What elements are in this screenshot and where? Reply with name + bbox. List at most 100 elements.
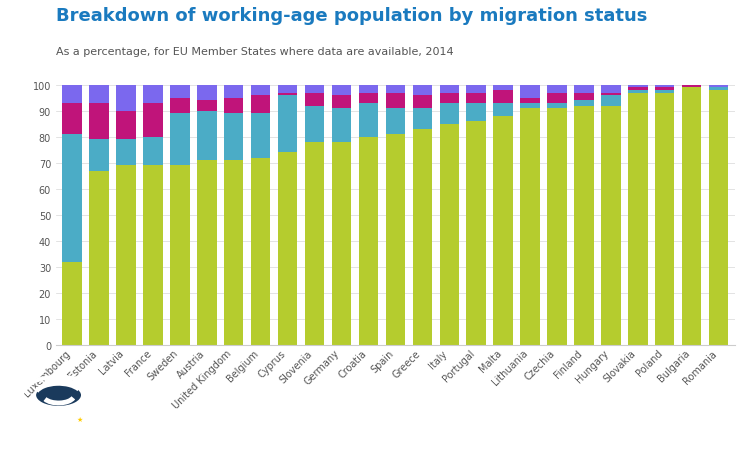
Bar (332, 96, 351, 109)
Bar (332, 143, 351, 345)
Text: Note: No data for Denmark, Ireland and the Netherlands.: Note: No data for Denmark, Ireland and t… (448, 394, 745, 404)
Bar (628, 88, 648, 91)
Bar (359, 104, 378, 138)
Bar (628, 93, 648, 345)
Bar (601, 93, 621, 96)
Bar (413, 86, 432, 96)
Bar (521, 86, 540, 99)
Bar (143, 138, 163, 166)
Bar (466, 86, 486, 93)
Bar (466, 104, 486, 122)
Bar (305, 143, 325, 345)
Bar (305, 106, 325, 143)
Bar (90, 140, 109, 171)
Text: ★: ★ (77, 416, 83, 422)
Bar (466, 93, 486, 104)
Bar (709, 88, 728, 91)
Bar (439, 86, 459, 93)
Bar (493, 117, 513, 345)
Bar (521, 109, 540, 345)
Bar (359, 138, 378, 345)
Bar (574, 106, 594, 345)
Bar (548, 86, 567, 93)
Bar (197, 101, 216, 112)
Bar (116, 86, 136, 112)
Bar (709, 91, 728, 345)
Bar (116, 112, 136, 140)
Bar (493, 91, 513, 104)
Bar (143, 166, 163, 345)
Bar (224, 99, 243, 114)
Bar (493, 104, 513, 117)
Text: Source: Eurostat, lfso_14pcobp, extracted 13 May 2019: Source: Eurostat, lfso_14pcobp, extracte… (448, 416, 737, 427)
Bar (305, 86, 325, 93)
Bar (548, 109, 567, 345)
Bar (251, 158, 270, 345)
Bar (386, 135, 405, 345)
Text: Eurofound: Eurofound (36, 428, 101, 438)
Bar (278, 153, 298, 345)
Bar (359, 93, 378, 104)
Bar (63, 104, 82, 135)
Bar (63, 135, 82, 262)
Bar (682, 86, 701, 88)
Bar (574, 101, 594, 106)
Bar (493, 86, 513, 91)
Bar (90, 86, 109, 104)
Bar (628, 91, 648, 93)
Bar (63, 86, 82, 104)
Bar (224, 161, 243, 345)
Bar (386, 109, 405, 135)
Bar (224, 86, 243, 99)
Bar (278, 86, 298, 93)
Bar (521, 104, 540, 109)
Bar (413, 130, 432, 345)
Bar (601, 86, 621, 93)
Bar (601, 96, 621, 106)
Bar (439, 93, 459, 104)
Bar (251, 86, 270, 96)
Bar (709, 86, 728, 88)
Bar (116, 166, 136, 345)
Bar (90, 171, 109, 345)
Bar (439, 124, 459, 345)
Bar (143, 104, 163, 138)
Bar (143, 86, 163, 104)
Bar (521, 99, 540, 104)
Bar (116, 140, 136, 166)
Bar (548, 104, 567, 109)
Bar (574, 93, 594, 101)
Bar (170, 114, 189, 166)
Bar (574, 86, 594, 93)
Bar (170, 166, 189, 345)
Bar (682, 88, 701, 345)
Text: Breakdown of working-age population by migration status: Breakdown of working-age population by m… (56, 7, 648, 25)
Bar (251, 96, 270, 114)
Bar (601, 106, 621, 345)
Text: As a percentage, for EU Member States where data are available, 2014: As a percentage, for EU Member States wh… (56, 47, 454, 57)
Bar (197, 86, 216, 101)
Bar (655, 93, 674, 345)
Bar (197, 112, 216, 161)
Bar (278, 93, 298, 96)
Bar (224, 114, 243, 161)
Bar (63, 262, 82, 345)
Bar (655, 91, 674, 93)
Bar (628, 86, 648, 88)
Bar (197, 161, 216, 345)
Bar (332, 86, 351, 96)
Bar (90, 104, 109, 140)
Bar (305, 93, 325, 106)
Bar (278, 96, 298, 153)
Bar (332, 109, 351, 143)
Bar (170, 86, 189, 99)
Bar (170, 99, 189, 114)
Bar (655, 86, 674, 88)
Bar (359, 86, 378, 93)
Bar (548, 93, 567, 104)
Bar (386, 86, 405, 93)
Bar (386, 93, 405, 109)
Bar (251, 114, 270, 158)
Bar (655, 88, 674, 91)
Bar (466, 122, 486, 345)
